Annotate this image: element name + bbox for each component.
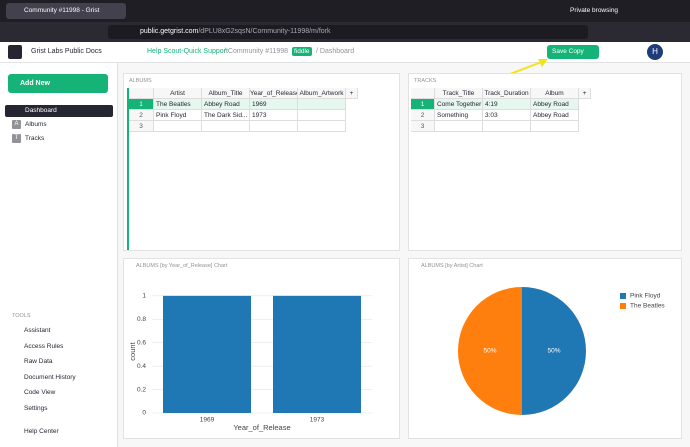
cell[interactable]: [250, 121, 298, 132]
pie-slice: [522, 287, 586, 415]
y-tick-label: 0: [142, 410, 146, 417]
x-tick-label: 1973: [310, 417, 325, 424]
cell[interactable]: 3:03: [483, 110, 531, 121]
org-logo: [8, 45, 22, 59]
column-header[interactable]: Year_of_Release: [250, 88, 298, 99]
workspace-link[interactable]: Help Scout-Quick Support: [147, 48, 228, 55]
legend-label: Pink Floyd: [630, 293, 661, 300]
y-tick-label: 0.6: [137, 339, 146, 346]
column-header[interactable]: Album: [531, 88, 579, 99]
x-axis-label: Year_of_Release: [233, 423, 290, 432]
cell[interactable]: [202, 121, 250, 132]
url-field[interactable]: [108, 25, 588, 39]
column-header[interactable]: Album_Title: [202, 88, 250, 99]
row-number: 3: [129, 121, 154, 132]
cell[interactable]: Something: [435, 110, 483, 121]
cell[interactable]: Pink Floyd: [154, 110, 202, 121]
tools-heading: TOOLS: [12, 313, 31, 319]
y-tick-label: 0.2: [137, 386, 146, 393]
cell[interactable]: 1969: [250, 99, 298, 110]
x-tick-label: 1969: [200, 417, 215, 424]
cell[interactable]: Abbey Road: [531, 110, 579, 121]
cell[interactable]: [154, 121, 202, 132]
cell[interactable]: 4:19: [483, 99, 531, 110]
add-column[interactable]: +: [346, 88, 358, 99]
doc-name[interactable]: / Community #11998: [224, 48, 289, 55]
tool-item[interactable]: Code View: [24, 389, 56, 396]
cell[interactable]: Abbey Road: [531, 99, 579, 110]
cell[interactable]: The Beatles: [154, 99, 202, 110]
section-title: ALBUMS [by Artist] Chart: [421, 263, 483, 269]
save-copy-button[interactable]: Save Copy: [547, 45, 599, 59]
cell[interactable]: [531, 121, 579, 132]
albums-section[interactable]: ALBUMS Artist Album_Title Year_of_Release A…: [123, 73, 400, 251]
tool-item[interactable]: Document History: [24, 373, 76, 381]
page-icon: A: [12, 120, 21, 129]
page-active-bg[interactable]: [5, 105, 113, 117]
row-number: 3: [411, 121, 435, 132]
page-item[interactable]: Tracks: [25, 135, 45, 142]
tool-item[interactable]: Assistant: [24, 327, 51, 334]
row-number: 2: [411, 110, 435, 121]
row-number: 1: [129, 99, 154, 110]
cell[interactable]: The Dark Sid...: [202, 110, 250, 121]
add-new-button[interactable]: Add New: [8, 74, 108, 93]
org-name[interactable]: Grist Labs Public Docs: [31, 48, 102, 55]
cell[interactable]: [435, 121, 483, 132]
tab-title[interactable]: Community #11998 - Grist: [24, 7, 100, 14]
help-center[interactable]: Help Center: [24, 428, 59, 435]
y-axis-label: count: [128, 341, 137, 360]
url-path[interactable]: /dPLU8xG2sqsN/Community-11998/m/fork: [198, 28, 331, 35]
pie-slice: [458, 287, 522, 415]
cell[interactable]: [483, 121, 531, 132]
y-tick-label: 0.4: [137, 363, 146, 370]
row-number: 1: [411, 99, 435, 110]
page-name[interactable]: / Dashboard: [316, 48, 355, 55]
column-header[interactable]: Artist: [154, 88, 202, 99]
cell[interactable]: [298, 99, 346, 110]
page-icon: T: [12, 134, 21, 143]
y-tick-label: 0.8: [137, 316, 146, 323]
slice-label: 50%: [547, 348, 560, 355]
fork-badge: fiddle: [292, 47, 312, 56]
add-column[interactable]: +: [579, 88, 591, 99]
cell[interactable]: 1973: [250, 110, 298, 121]
url[interactable]: public.getgrist.com/dPLU8xG2sqsN/Communi…: [140, 28, 331, 35]
app-header: [0, 42, 690, 63]
url-host[interactable]: public.getgrist.com: [140, 28, 199, 35]
column-header[interactable]: Track_Duration: [483, 88, 531, 99]
tool-item[interactable]: Access Rules: [24, 342, 64, 350]
bar: [163, 295, 251, 413]
active-marker: [127, 88, 129, 250]
corner-cell: [129, 88, 154, 99]
section-title: ALBUMS: [129, 78, 152, 84]
legend-label: The Beatles: [630, 303, 665, 310]
slice-label: 50%: [483, 348, 496, 355]
column-header[interactable]: Track_Title: [435, 88, 483, 99]
column-header[interactable]: Album_Artwork: [298, 88, 346, 99]
legend-swatch: [620, 293, 626, 299]
bar: [273, 295, 361, 413]
tool-item[interactable]: Raw Data: [24, 358, 53, 365]
corner-cell: [411, 88, 435, 99]
cell[interactable]: [298, 121, 346, 132]
section-title: TRACKS: [414, 78, 437, 84]
private-label: Private browsing: [570, 7, 619, 14]
page-item[interactable]: Dashboard: [25, 107, 57, 114]
tool-item[interactable]: Settings: [24, 404, 48, 412]
avatar[interactable]: H: [647, 44, 663, 60]
tab[interactable]: [6, 3, 126, 19]
cell[interactable]: Abbey Road: [202, 99, 250, 110]
y-tick-label: 1: [142, 293, 146, 300]
cell[interactable]: [298, 110, 346, 121]
page-item[interactable]: Albums: [25, 121, 47, 128]
tracks-section[interactable]: TRACKS Track_Title Track_Duration Album +1 C…: [408, 73, 682, 251]
legend-swatch: [620, 303, 626, 309]
cell[interactable]: Come Together: [435, 99, 483, 110]
tab-strip: [0, 0, 690, 22]
row-number: 2: [129, 110, 154, 121]
section-title: ALBUMS [by Year_of_Release] Chart: [136, 263, 228, 269]
